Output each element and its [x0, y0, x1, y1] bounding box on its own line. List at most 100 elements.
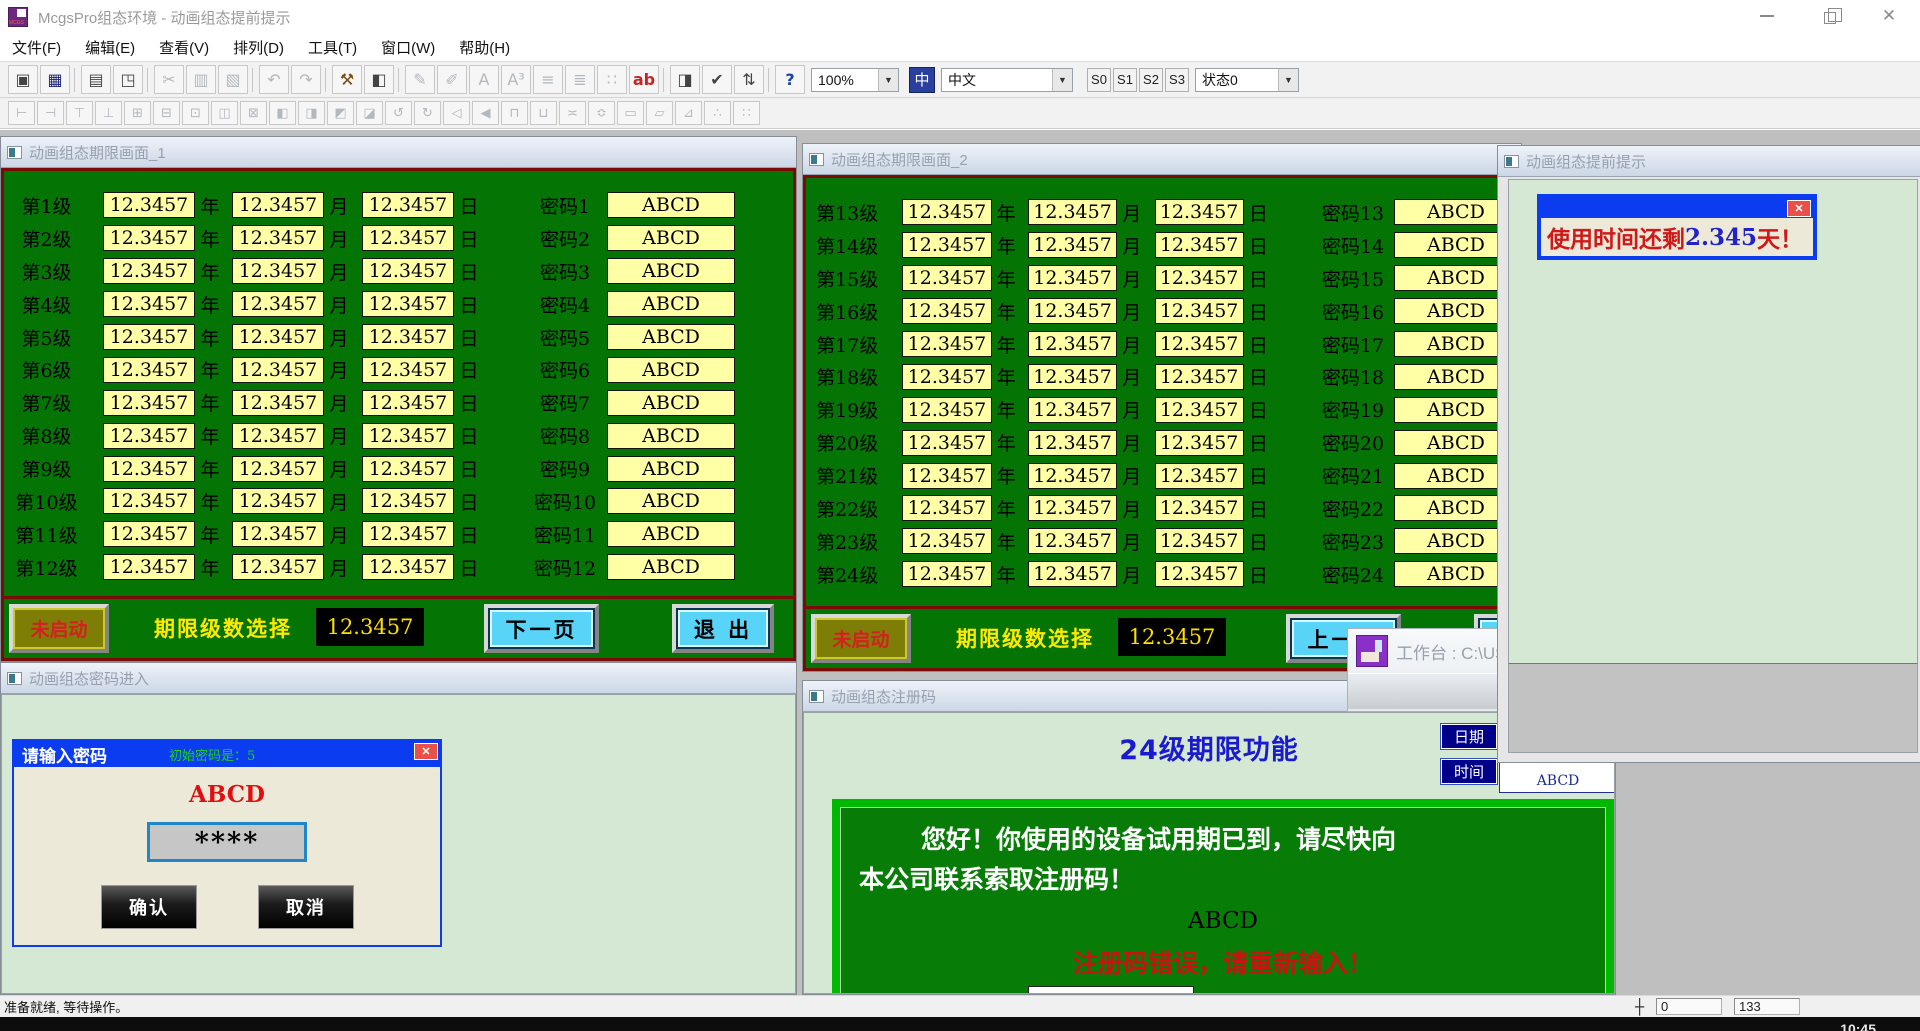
day-value-box[interactable]: 12.3457 — [1154, 331, 1244, 357]
day-value-box[interactable]: 12.3457 — [362, 356, 454, 383]
year-value-box[interactable]: 12.3457 — [103, 389, 195, 416]
toolbox-icon[interactable]: ⚒ — [332, 65, 362, 94]
day-value-box[interactable]: 12.3457 — [1154, 429, 1244, 456]
same-width-icon[interactable]: ⊞ — [124, 101, 151, 125]
year-value-box[interactable]: 12.3457 — [103, 225, 195, 252]
day-value-box[interactable]: 12.3457 — [1154, 561, 1244, 588]
day-value-box[interactable]: 12.3457 — [1154, 298, 1244, 325]
window-advance-notice[interactable]: 动画组态提前提示 ✕ 使用时间还剩 2.345 天！ — [1497, 145, 1920, 763]
paste-icon[interactable]: ▧ — [218, 65, 248, 94]
group-icon[interactable]: ⊓ — [501, 101, 528, 125]
password-value-box[interactable]: ABCD — [607, 554, 735, 581]
day-value-box[interactable]: 12.3457 — [1154, 363, 1244, 390]
day-value-box[interactable]: 12.3457 — [362, 422, 454, 449]
bring-front-icon[interactable]: ≍ — [559, 101, 586, 125]
validate-icon[interactable]: ✔ — [702, 65, 732, 94]
month-value-box[interactable]: 12.3457 — [1027, 429, 1118, 456]
password-value-box[interactable]: ABCD — [607, 422, 735, 449]
copy-icon[interactable]: ▥ — [186, 65, 216, 94]
year-value-box[interactable]: 12.3457 — [902, 298, 992, 325]
spell-check-icon[interactable]: ab — [629, 65, 659, 94]
password-value-box[interactable]: ABCD — [607, 488, 735, 515]
cancel-button[interactable]: 取消 — [258, 885, 354, 929]
menu-item-2[interactable]: 查看(V) — [159, 40, 210, 57]
center-vertical-icon[interactable]: ⊠ — [240, 101, 267, 125]
year-value-box[interactable]: 12.3457 — [103, 291, 195, 318]
center-horizontal-icon[interactable]: ◫ — [211, 101, 238, 125]
paragraph-icon[interactable]: ≡ — [533, 65, 563, 94]
month-value-box[interactable]: 12.3457 — [1027, 298, 1118, 325]
minimize-button[interactable] — [1744, 0, 1790, 32]
confirm-button[interactable]: 确认 — [101, 885, 197, 929]
same-height-icon[interactable]: ⊟ — [153, 101, 180, 125]
align-top-icon[interactable]: ◩ — [327, 101, 354, 125]
password-value-box[interactable]: ABCD — [607, 521, 735, 548]
day-value-box[interactable]: 12.3457 — [362, 389, 454, 416]
menu-item-0[interactable]: 文件(F) — [12, 40, 62, 57]
password-value-box[interactable]: ABCD — [607, 225, 735, 252]
year-value-box[interactable]: 12.3457 — [103, 324, 195, 350]
space-vertical-icon[interactable]: ▱ — [646, 101, 673, 125]
rotate-ccw-icon[interactable]: ↺ — [385, 101, 412, 125]
password-value-box[interactable]: ABCD — [607, 258, 735, 285]
password-value-box[interactable]: ABCD — [607, 291, 735, 318]
password-value-box[interactable]: ABCD — [607, 389, 735, 416]
year-value-box[interactable]: 12.3457 — [902, 232, 992, 259]
notice-titlebar[interactable]: 动画组态提前提示 — [1498, 146, 1920, 177]
font-tool-icon[interactable]: A³ — [501, 65, 531, 94]
year-value-box[interactable]: 12.3457 — [103, 192, 195, 219]
window-properties-icon[interactable]: ◨ — [670, 65, 700, 94]
not-started-button[interactable]: 未启动 — [9, 604, 109, 653]
month-value-box[interactable]: 12.3457 — [1027, 561, 1118, 588]
year-value-box[interactable]: 12.3457 — [902, 199, 992, 226]
state-button-s0[interactable]: S0 — [1087, 67, 1111, 92]
window-workbench[interactable]: 工作台 : C:\US — [1347, 628, 1517, 712]
menu-item-4[interactable]: 工具(T) — [307, 40, 358, 57]
draw-mode-icon[interactable]: ✎ — [405, 65, 435, 94]
password-value-box[interactable]: ABCD — [607, 455, 735, 482]
password-value-box[interactable]: ABCD — [1393, 528, 1518, 555]
month-value-box[interactable]: 12.3457 — [232, 291, 324, 318]
year-value-box[interactable]: 12.3457 — [103, 455, 195, 482]
year-value-box[interactable]: 12.3457 — [902, 331, 992, 357]
align-right-icon[interactable]: ◨ — [298, 101, 325, 125]
limit2-titlebar[interactable]: 动画组态期限画面_2 — [803, 144, 1521, 175]
month-value-box[interactable]: 12.3457 — [232, 554, 324, 581]
anchor-icon[interactable]: ∴ — [704, 101, 731, 125]
menu-item-5[interactable]: 窗口(W) — [381, 40, 436, 57]
level-select-value[interactable]: 12.3457 — [1118, 618, 1226, 656]
month-value-box[interactable]: 12.3457 — [1027, 495, 1118, 522]
state-button-s1[interactable]: S1 — [1113, 67, 1137, 92]
month-value-box[interactable]: 12.3457 — [1027, 199, 1118, 226]
window-password-entry[interactable]: 动画组态密码进入 请输入密码 初始密码是：5 ✕ ABCD **** 确认 取消 — [0, 662, 797, 995]
password-value-box[interactable]: ABCD — [607, 192, 735, 219]
edit-mode-icon[interactable]: ✐ — [437, 65, 467, 94]
day-value-box[interactable]: 12.3457 — [362, 258, 454, 285]
day-value-box[interactable]: 12.3457 — [1154, 232, 1244, 259]
nudge-right-icon[interactable]: ⊣ — [37, 101, 64, 125]
redo-icon[interactable]: ↷ — [291, 65, 321, 94]
year-value-box[interactable]: 12.3457 — [103, 488, 195, 515]
lock-icon[interactable]: ⊿ — [675, 101, 702, 125]
grid-icon[interactable]: ∷ — [597, 65, 627, 94]
space-horizontal-icon[interactable]: ▭ — [617, 101, 644, 125]
new-window-icon[interactable]: ▣ — [8, 65, 38, 94]
year-value-box[interactable]: 12.3457 — [902, 462, 992, 489]
month-value-box[interactable]: 12.3457 — [232, 488, 324, 515]
year-value-box[interactable]: 12.3457 — [103, 356, 195, 383]
nudge-left-icon[interactable]: ⊢ — [8, 101, 35, 125]
status-dropdown[interactable]: 状态0 ▼ — [1195, 67, 1299, 92]
month-value-box[interactable]: 12.3457 — [232, 192, 324, 219]
day-value-box[interactable]: 12.3457 — [1154, 396, 1244, 423]
month-value-box[interactable]: 12.3457 — [1027, 462, 1118, 489]
year-value-box[interactable]: 12.3457 — [902, 396, 992, 423]
text-tool-icon[interactable]: A — [469, 65, 499, 94]
month-value-box[interactable]: 12.3457 — [1027, 232, 1118, 259]
grid-snap-icon[interactable]: ∷ — [733, 101, 760, 125]
year-value-box[interactable]: 12.3457 — [103, 258, 195, 285]
menu-item-6[interactable]: 帮助(H) — [459, 40, 511, 57]
year-value-box[interactable]: 12.3457 — [902, 495, 992, 522]
day-value-box[interactable]: 12.3457 — [1154, 495, 1244, 522]
year-value-box[interactable]: 12.3457 — [103, 422, 195, 449]
limit1-titlebar[interactable]: 动画组态期限画面_1 — [1, 137, 796, 168]
